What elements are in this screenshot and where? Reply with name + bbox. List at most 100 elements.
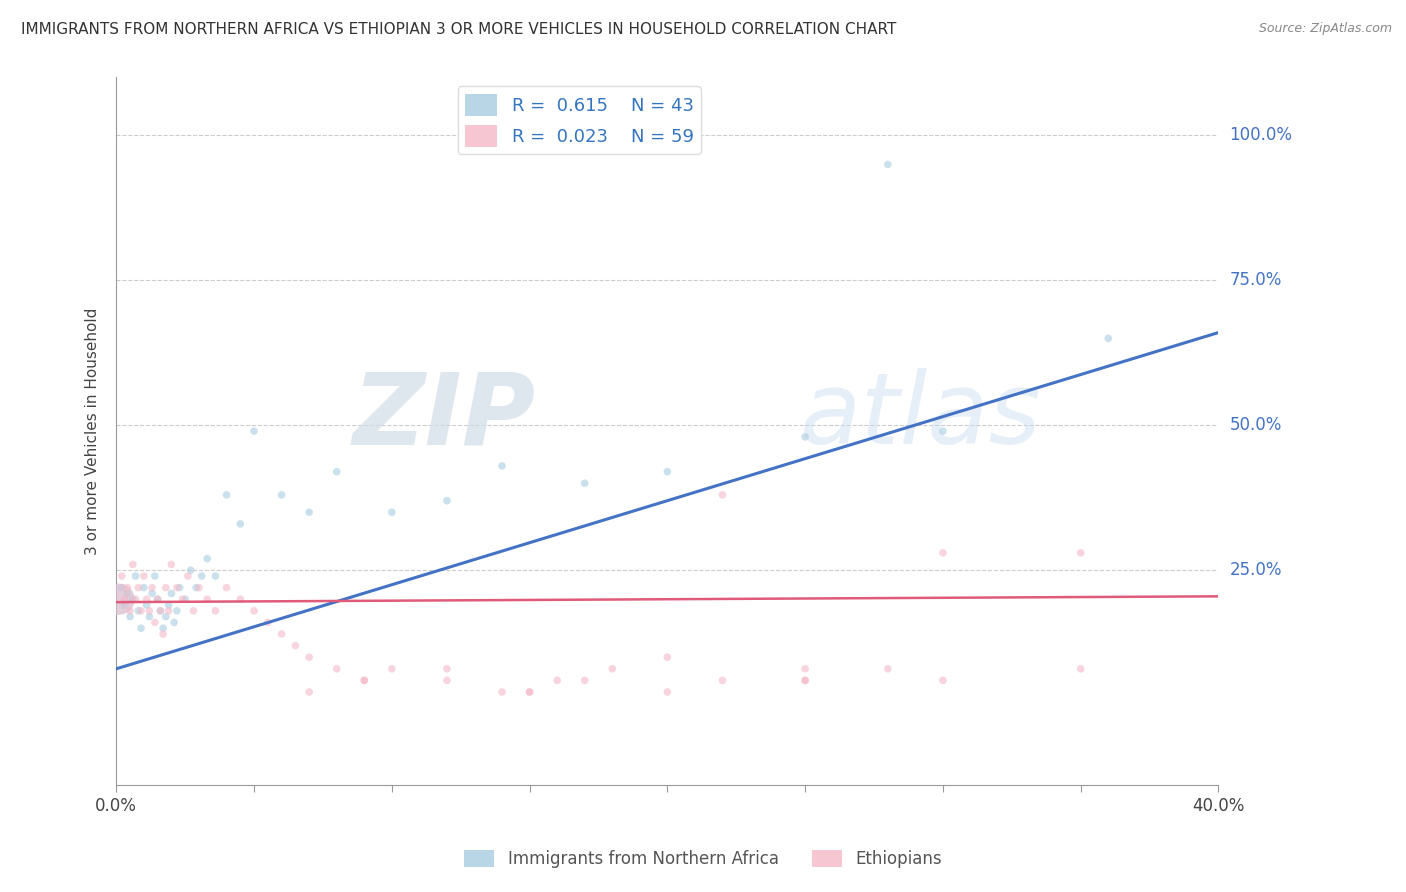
Point (177, 569, 200, 583)
Point (229, 592, 252, 607)
Point (195, 551, 218, 566)
Point (436, 662, 458, 676)
Point (284, 639, 307, 653)
Point (117, 586, 139, 600)
Point (155, 581, 177, 595)
Point (657, 465, 679, 479)
Point (146, 592, 169, 607)
Point (121, 592, 143, 607)
Point (166, 581, 188, 595)
Legend: Immigrants from Northern Africa, Ethiopians: Immigrants from Northern Africa, Ethiopi… (457, 843, 949, 875)
Point (157, 598, 180, 612)
Point (574, 476, 596, 491)
Point (141, 581, 163, 595)
Point (149, 604, 172, 618)
Point (325, 662, 347, 676)
Point (298, 685, 321, 699)
Point (600, 662, 623, 676)
Point (108, 592, 131, 607)
Point (876, 662, 898, 676)
Point (932, 424, 955, 438)
Point (270, 627, 292, 641)
Point (491, 685, 513, 699)
Point (186, 581, 208, 595)
Point (325, 465, 347, 479)
Point (149, 604, 172, 618)
Point (114, 592, 136, 607)
Point (243, 604, 266, 618)
Point (124, 592, 146, 607)
Point (215, 581, 238, 595)
Point (436, 673, 458, 688)
Point (491, 458, 513, 473)
Point (381, 662, 404, 676)
Point (519, 685, 541, 699)
Point (143, 615, 166, 630)
Point (204, 569, 226, 583)
Point (163, 615, 186, 630)
Point (121, 558, 143, 572)
Point (794, 662, 817, 676)
Point (138, 604, 160, 618)
Point (172, 592, 194, 607)
Legend: R =  0.615    N = 43, R =  0.023    N = 59: R = 0.615 N = 43, R = 0.023 N = 59 (457, 87, 700, 154)
Point (270, 488, 292, 502)
Point (169, 581, 191, 595)
Point (129, 604, 152, 618)
Text: ZIP: ZIP (352, 368, 536, 466)
Text: IMMIGRANTS FROM NORTHERN AFRICA VS ETHIOPIAN 3 OR MORE VEHICLES IN HOUSEHOLD COR: IMMIGRANTS FROM NORTHERN AFRICA VS ETHIO… (21, 22, 897, 37)
Text: Source: ZipAtlas.com: Source: ZipAtlas.com (1258, 22, 1392, 36)
Point (794, 430, 817, 444)
Point (174, 592, 197, 607)
Point (353, 673, 375, 688)
Text: atlas: atlas (800, 368, 1042, 466)
Point (381, 505, 404, 519)
Point (298, 505, 321, 519)
Point (932, 546, 955, 560)
Point (160, 586, 183, 600)
Point (114, 598, 136, 612)
Point (143, 569, 166, 583)
Point (111, 581, 134, 595)
Point (187, 581, 209, 595)
Point (229, 516, 252, 531)
Point (436, 493, 458, 508)
Point (574, 673, 596, 688)
Point (1097, 331, 1119, 345)
Point (519, 685, 541, 699)
Point (127, 581, 149, 595)
Point (195, 592, 218, 607)
Point (111, 569, 134, 583)
Text: 75.0%: 75.0% (1230, 271, 1282, 289)
Point (794, 673, 817, 688)
Point (146, 592, 169, 607)
Point (794, 673, 817, 688)
Point (157, 604, 180, 618)
Point (118, 609, 141, 624)
Point (353, 673, 375, 688)
Point (155, 609, 177, 624)
Point (876, 157, 898, 171)
Point (657, 685, 679, 699)
Point (204, 604, 226, 618)
Point (132, 569, 155, 583)
Point (711, 673, 734, 688)
Point (127, 604, 149, 618)
Point (190, 569, 212, 583)
Point (932, 673, 955, 688)
Y-axis label: 3 or more Vehicles in Household: 3 or more Vehicles in Household (86, 308, 100, 555)
Point (141, 586, 163, 600)
Point (180, 563, 202, 577)
Text: 25.0%: 25.0% (1230, 561, 1282, 579)
Point (166, 604, 188, 618)
Point (152, 621, 174, 635)
Text: 50.0%: 50.0% (1230, 417, 1282, 434)
Point (108, 592, 131, 607)
Point (298, 650, 321, 665)
Point (546, 673, 568, 688)
Point (1070, 662, 1092, 676)
Point (135, 598, 157, 612)
Point (117, 581, 139, 595)
Point (160, 558, 183, 572)
Point (118, 604, 141, 618)
